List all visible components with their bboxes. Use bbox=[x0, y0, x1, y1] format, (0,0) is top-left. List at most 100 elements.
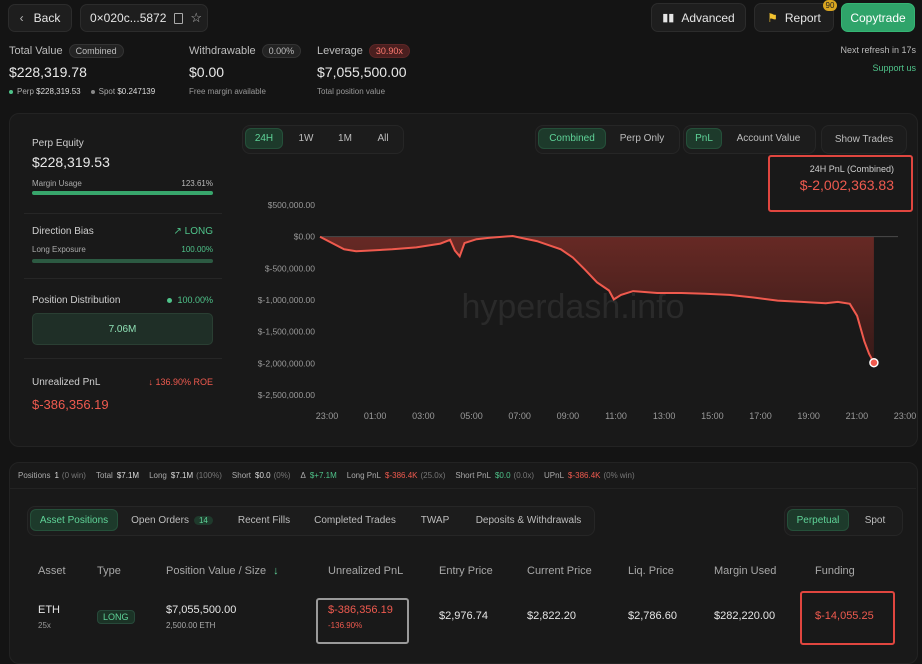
stat-item: Long PnL $-386.4K (25.0x) bbox=[346, 471, 446, 480]
report-count-badge: 90 bbox=[823, 0, 837, 11]
pnl-area bbox=[320, 236, 874, 363]
leverage-block: Leverage 30.90x $7,055,500.00 Total posi… bbox=[317, 44, 410, 96]
header-funding[interactable]: Funding bbox=[815, 565, 855, 577]
flag-icon: ⚑ bbox=[767, 10, 778, 25]
address-chip[interactable]: 0×020c...5872 ☆ bbox=[80, 4, 208, 32]
x-tick-label: 23:00 bbox=[316, 411, 339, 421]
perp-equity-label: Perp Equity bbox=[32, 138, 84, 149]
range-24h[interactable]: 24H bbox=[245, 128, 283, 149]
trend-up-icon: ↗ bbox=[173, 226, 182, 237]
divider bbox=[9, 488, 916, 489]
tab-open-orders[interactable]: Open Orders 14 bbox=[126, 509, 218, 531]
advanced-button[interactable]: ▮▮ Advanced bbox=[651, 3, 746, 32]
range-1w[interactable]: 1W bbox=[298, 133, 314, 144]
support-link[interactable]: Support us bbox=[872, 63, 916, 73]
x-tick-label: 11:00 bbox=[605, 411, 627, 421]
x-tick-label: 13:00 bbox=[653, 411, 676, 421]
metric-pnl[interactable]: PnL bbox=[686, 128, 722, 149]
perp-equity-value: $228,319.53 bbox=[32, 154, 110, 170]
divider bbox=[24, 278, 222, 279]
tab-spot[interactable]: Spot bbox=[864, 514, 886, 526]
entry-price: $2,976.74 bbox=[439, 610, 488, 622]
y-tick-label: $-1,500,000.00 bbox=[258, 327, 315, 337]
x-tick-label: 01:00 bbox=[364, 411, 387, 421]
funding-value: $-14,055.25 bbox=[815, 610, 874, 622]
total-value-label: Total Value bbox=[9, 45, 63, 57]
arrow-down-icon: ↓ bbox=[148, 377, 153, 387]
spot-dot-icon bbox=[90, 89, 95, 94]
report-button[interactable]: ⚑ Report bbox=[754, 3, 834, 32]
x-tick-label: 05:00 bbox=[460, 411, 483, 421]
tab-twap[interactable]: TWAP bbox=[420, 514, 450, 526]
open-orders-count: 14 bbox=[193, 515, 213, 525]
sort-down-icon[interactable]: ↓ bbox=[273, 565, 279, 577]
stat-item: UPnL $-386.4K (0% win) bbox=[544, 471, 635, 480]
liq-price: $2,786.60 bbox=[628, 610, 677, 622]
tab-recent-fills[interactable]: Recent Fills bbox=[237, 514, 291, 526]
tab-deposits-withdrawals[interactable]: Deposits & Withdrawals bbox=[475, 514, 582, 526]
mode-perp-only[interactable]: Perp Only bbox=[619, 133, 665, 144]
position-value: $7,055,500.00 bbox=[166, 604, 237, 616]
header-asset[interactable]: Asset bbox=[38, 565, 66, 577]
unrealized-roe: ↓ 136.90% ROE bbox=[148, 377, 213, 387]
x-tick-label: 07:00 bbox=[508, 411, 531, 421]
total-value-block: Total Value Combined $228,319.78 Perp $2… bbox=[9, 44, 156, 96]
tab-perpetual[interactable]: Perpetual bbox=[787, 509, 849, 531]
y-tick-label: $-1,000,000.00 bbox=[258, 295, 315, 305]
header-position-value[interactable]: Position Value / Size ↓ bbox=[166, 565, 279, 577]
position-size: 2,500.00 ETH bbox=[166, 621, 216, 630]
combined-pill: Combined bbox=[68, 44, 124, 58]
distribution-bar: 7.06M bbox=[32, 313, 213, 345]
header-margin-used[interactable]: Margin Used bbox=[714, 565, 777, 577]
x-tick-label: 17:00 bbox=[749, 411, 772, 421]
margin-used: $282,220.00 bbox=[714, 610, 776, 622]
unrealized-pnl-cell: $-386,356.19 bbox=[328, 604, 393, 616]
x-tick-label: 19:00 bbox=[797, 411, 820, 421]
show-trades-button[interactable]: Show Trades bbox=[821, 125, 907, 154]
dot-icon bbox=[166, 298, 172, 304]
unrealized-pnl-value: $-386,356.19 bbox=[32, 397, 109, 412]
watermark: hyperdash.info bbox=[461, 288, 684, 326]
pnl-value: $-2,002,363.83 bbox=[799, 177, 894, 193]
y-tick-label: $0.00 bbox=[294, 232, 316, 242]
metric-account-value[interactable]: Account Value bbox=[736, 133, 801, 144]
direction-bias: ↗ LONG bbox=[173, 226, 213, 237]
stat-item: Long $7.1M (100%) bbox=[149, 471, 222, 480]
stat-item: Short $0.0 (0%) bbox=[231, 471, 291, 480]
x-tick-label: 09:00 bbox=[557, 411, 580, 421]
distribution-pct: 100.00% bbox=[150, 295, 213, 305]
header-unrealized-pnl[interactable]: Unrealized PnL bbox=[328, 565, 404, 577]
x-tick-label: 23:00 bbox=[894, 411, 917, 421]
header-type[interactable]: Type bbox=[97, 565, 121, 577]
mode-combined[interactable]: Combined bbox=[538, 128, 606, 149]
copy-icon[interactable] bbox=[174, 12, 184, 24]
positions-stats: Positions 1 (0 win) Total $7.1M Long $7.1M (100… bbox=[18, 471, 635, 480]
stat-item: Positions 1 (0 win) bbox=[18, 471, 86, 480]
tab-completed-trades[interactable]: Completed Trades bbox=[314, 514, 396, 526]
header-liq-price[interactable]: Liq. Price bbox=[628, 565, 674, 577]
next-refresh: Next refresh in 17s bbox=[840, 45, 916, 55]
x-tick-label: 03:00 bbox=[412, 411, 435, 421]
header-entry-price[interactable]: Entry Price bbox=[439, 565, 493, 577]
positions-panel bbox=[9, 462, 918, 664]
tab-asset-positions[interactable]: Asset Positions bbox=[30, 509, 118, 531]
header-current-price[interactable]: Current Price bbox=[527, 565, 592, 577]
y-tick-label: $-2,500,000.00 bbox=[258, 390, 315, 400]
stat-item: Total $7.1M bbox=[95, 471, 140, 480]
withdrawable-block: Withdrawable 0.00% $0.00 Free margin ava… bbox=[189, 44, 302, 96]
range-all[interactable]: All bbox=[377, 133, 389, 144]
upnl-highlight-box bbox=[316, 598, 409, 644]
pnl-chart: hyperdash.info $500,000.00 $0.00 $-500,000… bbox=[258, 200, 917, 421]
stat-item: Short PnL $0.0 (0.0x) bbox=[455, 471, 534, 480]
stat-item: Δ $+7.1M bbox=[300, 471, 337, 480]
back-button[interactable]: ‹ Back bbox=[8, 4, 72, 32]
long-exposure-bar bbox=[32, 259, 213, 263]
wallet-address: 0×020c...5872 bbox=[90, 11, 167, 25]
range-1m[interactable]: 1M bbox=[338, 133, 352, 144]
y-tick-label: $500,000.00 bbox=[268, 200, 316, 210]
star-icon[interactable]: ☆ bbox=[190, 10, 203, 25]
current-price: $2,822.20 bbox=[527, 610, 576, 622]
copytrade-button[interactable]: Copytrade bbox=[841, 3, 915, 32]
total-value: $228,319.78 bbox=[9, 64, 87, 80]
unrealized-pnl-pct: -136.90% bbox=[328, 621, 363, 630]
